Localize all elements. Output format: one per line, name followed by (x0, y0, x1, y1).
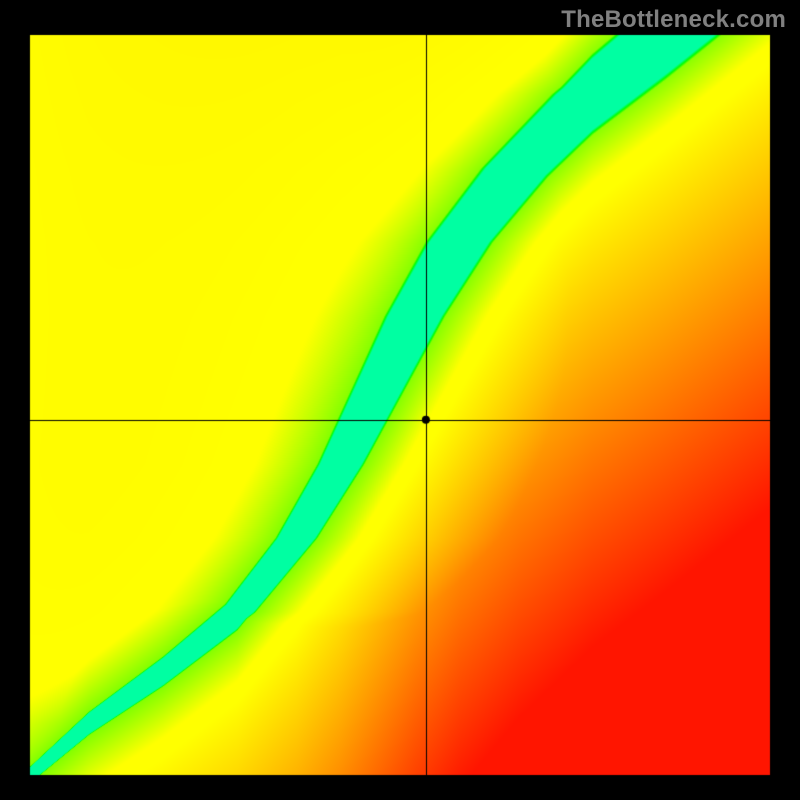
bottleneck-heatmap (0, 0, 800, 800)
chart-container: TheBottleneck.com (0, 0, 800, 800)
watermark: TheBottleneck.com (561, 6, 786, 34)
